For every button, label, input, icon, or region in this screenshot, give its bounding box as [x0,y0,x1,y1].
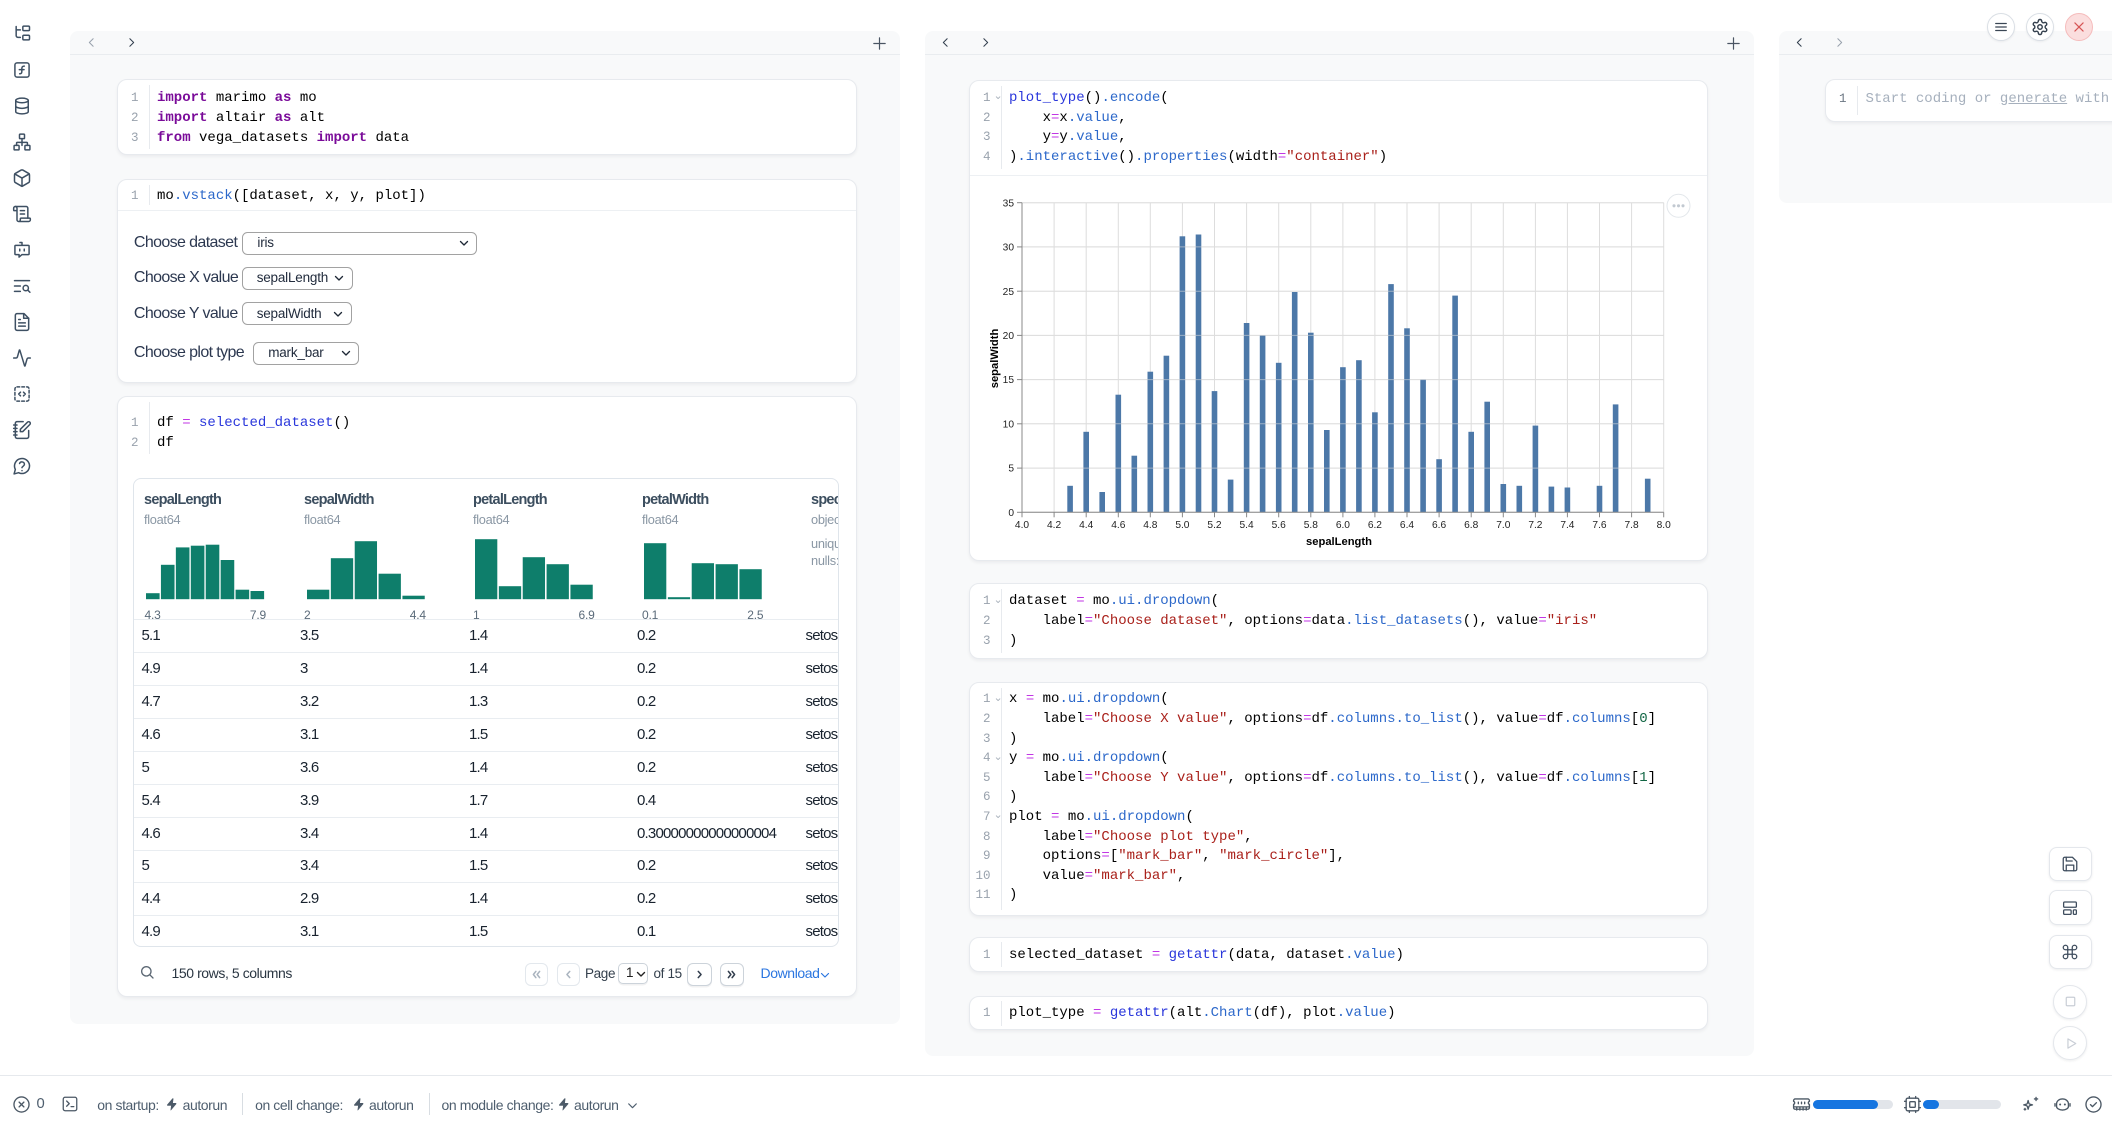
svg-text:7.8: 7.8 [1625,520,1639,531]
svg-text:4.0: 4.0 [1015,520,1029,531]
svg-text:7.0: 7.0 [1496,520,1510,531]
svg-text:7.4: 7.4 [1560,520,1574,531]
svg-text:4.6: 4.6 [1111,520,1125,531]
svg-text:0: 0 [1008,508,1014,519]
svg-text:4.8: 4.8 [1143,520,1157,531]
svg-text:35: 35 [1003,198,1015,209]
svg-text:5.0: 5.0 [1175,520,1189,531]
svg-text:5: 5 [1008,463,1014,474]
svg-text:15: 15 [1003,375,1015,386]
svg-text:25: 25 [1003,286,1015,297]
svg-text:6.2: 6.2 [1368,520,1382,531]
svg-text:8.0: 8.0 [1657,520,1671,531]
svg-text:sepalLength: sepalLength [1306,535,1372,547]
svg-text:5.4: 5.4 [1240,520,1254,531]
svg-text:5.2: 5.2 [1207,520,1221,531]
svg-text:6.6: 6.6 [1432,520,1446,531]
svg-text:6.4: 6.4 [1400,520,1414,531]
svg-text:10: 10 [1003,419,1015,430]
svg-text:4.2: 4.2 [1047,520,1061,531]
svg-text:5.8: 5.8 [1304,520,1318,531]
svg-text:4.4: 4.4 [1079,520,1093,531]
svg-text:6.0: 6.0 [1336,520,1350,531]
svg-text:5.6: 5.6 [1272,520,1286,531]
svg-text:sepalWidth: sepalWidth [989,328,1001,388]
svg-text:6.8: 6.8 [1464,520,1478,531]
svg-text:7.6: 7.6 [1592,520,1606,531]
svg-text:30: 30 [1003,242,1015,253]
svg-text:20: 20 [1003,331,1015,342]
svg-text:7.2: 7.2 [1528,520,1542,531]
